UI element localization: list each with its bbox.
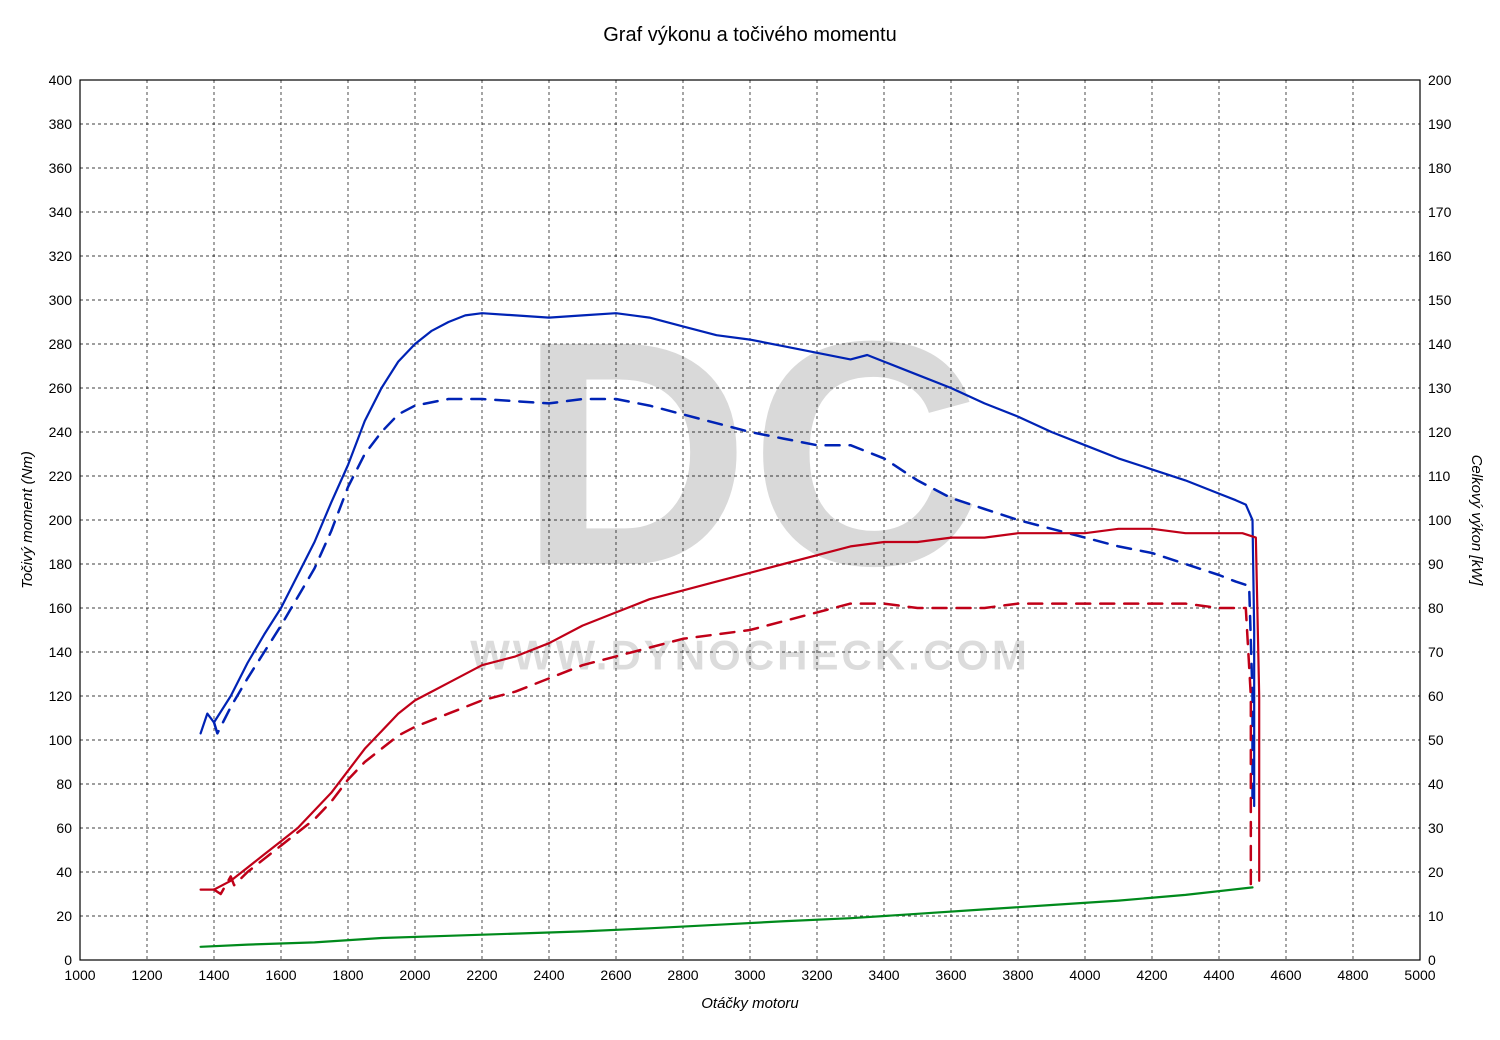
svg-text:180: 180 <box>1428 160 1452 176</box>
svg-text:80: 80 <box>1428 600 1444 616</box>
svg-text:20: 20 <box>1428 864 1444 880</box>
svg-text:3200: 3200 <box>801 967 832 983</box>
svg-text:100: 100 <box>1428 512 1452 528</box>
svg-text:360: 360 <box>49 160 73 176</box>
svg-text:120: 120 <box>49 688 73 704</box>
svg-text:1800: 1800 <box>332 967 363 983</box>
svg-text:130: 130 <box>1428 380 1452 396</box>
svg-text:140: 140 <box>1428 336 1452 352</box>
svg-text:170: 170 <box>1428 204 1452 220</box>
svg-text:70: 70 <box>1428 644 1444 660</box>
svg-text:Otáčky motoru: Otáčky motoru <box>701 995 799 1012</box>
svg-text:2000: 2000 <box>399 967 430 983</box>
svg-text:40: 40 <box>56 864 72 880</box>
svg-text:4200: 4200 <box>1136 967 1167 983</box>
svg-text:3600: 3600 <box>935 967 966 983</box>
svg-text:1400: 1400 <box>198 967 229 983</box>
svg-text:180: 180 <box>49 556 73 572</box>
svg-text:4400: 4400 <box>1203 967 1234 983</box>
svg-text:5000: 5000 <box>1404 967 1435 983</box>
svg-text:90: 90 <box>1428 556 1444 572</box>
svg-text:2200: 2200 <box>466 967 497 983</box>
svg-text:50: 50 <box>1428 732 1444 748</box>
svg-text:3800: 3800 <box>1002 967 1033 983</box>
svg-text:100: 100 <box>49 732 73 748</box>
svg-text:60: 60 <box>1428 688 1444 704</box>
svg-text:0: 0 <box>1428 952 1436 968</box>
svg-text:150: 150 <box>1428 292 1452 308</box>
svg-text:160: 160 <box>49 600 73 616</box>
svg-text:4800: 4800 <box>1337 967 1368 983</box>
svg-text:190: 190 <box>1428 116 1452 132</box>
svg-text:3000: 3000 <box>734 967 765 983</box>
svg-text:200: 200 <box>49 512 73 528</box>
svg-text:20: 20 <box>56 908 72 924</box>
svg-text:200: 200 <box>1428 72 1452 88</box>
svg-text:60: 60 <box>56 820 72 836</box>
svg-text:2600: 2600 <box>600 967 631 983</box>
svg-text:40: 40 <box>1428 776 1444 792</box>
svg-text:300: 300 <box>49 292 73 308</box>
dyno-chart: Graf výkonu a točivého momentu DCWWW.DYN… <box>0 0 1500 1040</box>
svg-text:1200: 1200 <box>131 967 162 983</box>
svg-text:260: 260 <box>49 380 73 396</box>
svg-text:320: 320 <box>49 248 73 264</box>
chart-canvas: DCWWW.DYNOCHECK.COM100012001400160018002… <box>0 0 1500 1040</box>
svg-text:4000: 4000 <box>1069 967 1100 983</box>
svg-text:2800: 2800 <box>667 967 698 983</box>
svg-text:340: 340 <box>49 204 73 220</box>
svg-text:120: 120 <box>1428 424 1452 440</box>
series-loss_power <box>201 887 1253 946</box>
svg-text:160: 160 <box>1428 248 1452 264</box>
svg-text:280: 280 <box>49 336 73 352</box>
svg-text:2400: 2400 <box>533 967 564 983</box>
svg-text:140: 140 <box>49 644 73 660</box>
svg-text:4600: 4600 <box>1270 967 1301 983</box>
svg-text:30: 30 <box>1428 820 1444 836</box>
svg-text:3400: 3400 <box>868 967 899 983</box>
svg-text:220: 220 <box>49 468 73 484</box>
svg-text:10: 10 <box>1428 908 1444 924</box>
svg-text:400: 400 <box>49 72 73 88</box>
svg-text:380: 380 <box>49 116 73 132</box>
svg-text:Točivý moment (Nm): Točivý moment (Nm) <box>19 451 36 589</box>
svg-text:0: 0 <box>64 952 72 968</box>
svg-text:Celkový výkon [kW]: Celkový výkon [kW] <box>1468 455 1485 587</box>
svg-text:240: 240 <box>49 424 73 440</box>
svg-text:110: 110 <box>1428 468 1451 484</box>
svg-text:1000: 1000 <box>64 967 95 983</box>
chart-title: Graf výkonu a točivého momentu <box>0 24 1500 47</box>
svg-text:1600: 1600 <box>265 967 296 983</box>
svg-text:80: 80 <box>56 776 72 792</box>
